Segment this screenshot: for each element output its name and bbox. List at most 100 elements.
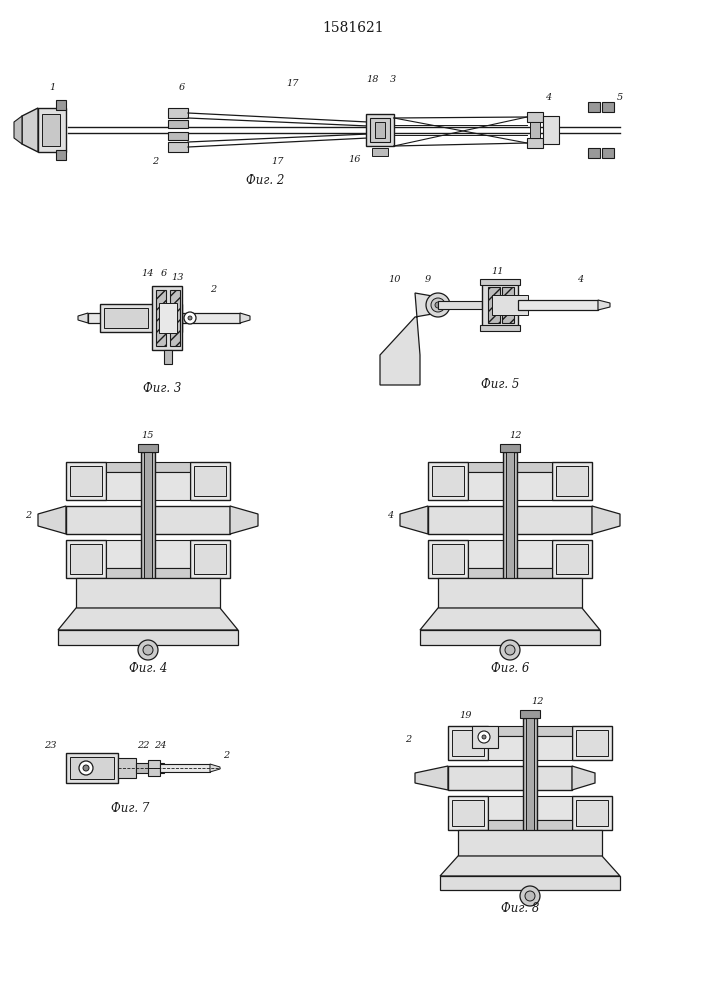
Bar bbox=[194, 544, 226, 574]
Bar bbox=[602, 148, 614, 158]
Bar bbox=[527, 138, 543, 148]
Bar bbox=[448, 726, 488, 760]
Text: 12: 12 bbox=[510, 432, 522, 440]
Polygon shape bbox=[400, 506, 428, 534]
Text: 22: 22 bbox=[136, 742, 149, 750]
Bar bbox=[70, 757, 114, 779]
Bar bbox=[152, 286, 182, 350]
Bar bbox=[370, 118, 390, 142]
Bar bbox=[432, 466, 464, 496]
Circle shape bbox=[525, 891, 535, 901]
Text: 15: 15 bbox=[141, 432, 154, 440]
Bar bbox=[164, 350, 172, 364]
Bar bbox=[452, 800, 484, 826]
Polygon shape bbox=[210, 764, 220, 772]
Circle shape bbox=[143, 645, 153, 655]
Bar bbox=[588, 148, 600, 158]
Text: 2: 2 bbox=[210, 286, 216, 294]
Text: 4: 4 bbox=[387, 510, 393, 520]
Text: 16: 16 bbox=[349, 155, 361, 164]
Bar bbox=[138, 444, 158, 452]
Text: 17: 17 bbox=[271, 157, 284, 166]
Bar bbox=[448, 766, 572, 790]
Circle shape bbox=[478, 731, 490, 743]
Bar bbox=[366, 114, 394, 146]
Bar bbox=[572, 796, 612, 830]
Bar bbox=[488, 736, 572, 760]
Bar bbox=[70, 466, 102, 496]
Text: 14: 14 bbox=[141, 269, 154, 278]
Bar bbox=[448, 796, 488, 830]
Bar bbox=[106, 540, 190, 568]
Bar bbox=[488, 287, 500, 323]
Bar bbox=[500, 444, 520, 452]
Polygon shape bbox=[598, 300, 610, 310]
Bar bbox=[482, 283, 518, 327]
Bar bbox=[472, 726, 498, 748]
Bar bbox=[420, 630, 600, 645]
Bar bbox=[523, 718, 537, 838]
Text: Фиг. 6: Фиг. 6 bbox=[491, 662, 529, 674]
Bar bbox=[468, 540, 552, 568]
Text: Фиг. 2: Фиг. 2 bbox=[246, 174, 284, 186]
Circle shape bbox=[482, 735, 486, 739]
Bar bbox=[576, 730, 608, 756]
Bar bbox=[520, 710, 540, 718]
Bar bbox=[66, 540, 106, 578]
Text: 1581621: 1581621 bbox=[322, 21, 384, 35]
Bar bbox=[480, 325, 520, 331]
Bar bbox=[168, 120, 188, 128]
Bar bbox=[438, 578, 582, 608]
Bar bbox=[58, 630, 238, 645]
Bar bbox=[552, 540, 592, 578]
Bar bbox=[76, 578, 220, 608]
Bar bbox=[104, 308, 148, 328]
Bar bbox=[503, 452, 517, 588]
Bar bbox=[556, 544, 588, 574]
Text: Фиг. 8: Фиг. 8 bbox=[501, 902, 539, 914]
Bar bbox=[438, 301, 482, 309]
Polygon shape bbox=[42, 114, 60, 146]
Bar bbox=[492, 295, 528, 315]
Bar bbox=[488, 726, 572, 736]
Bar bbox=[182, 313, 240, 323]
Text: 17: 17 bbox=[287, 80, 299, 89]
Text: 5: 5 bbox=[617, 93, 623, 102]
Bar bbox=[452, 730, 484, 756]
Bar bbox=[144, 448, 152, 592]
Bar bbox=[106, 472, 190, 500]
Bar bbox=[88, 313, 154, 323]
Circle shape bbox=[79, 761, 93, 775]
Text: 11: 11 bbox=[492, 266, 504, 275]
Bar bbox=[170, 290, 180, 346]
Polygon shape bbox=[415, 766, 448, 790]
Text: 13: 13 bbox=[172, 273, 185, 282]
Text: 6: 6 bbox=[161, 269, 167, 278]
Polygon shape bbox=[380, 293, 438, 385]
Bar bbox=[141, 452, 155, 588]
Text: 24: 24 bbox=[153, 742, 166, 750]
Bar bbox=[602, 102, 614, 112]
Circle shape bbox=[435, 302, 441, 308]
Text: Фиг. 4: Фиг. 4 bbox=[129, 662, 167, 674]
Bar bbox=[375, 122, 385, 138]
Bar bbox=[168, 108, 188, 118]
Bar bbox=[66, 506, 230, 534]
Bar bbox=[468, 462, 552, 472]
Polygon shape bbox=[38, 506, 66, 534]
Circle shape bbox=[184, 312, 196, 324]
Circle shape bbox=[505, 645, 515, 655]
Text: 18: 18 bbox=[367, 76, 379, 85]
Bar bbox=[168, 142, 188, 152]
Polygon shape bbox=[592, 506, 620, 534]
Text: 2: 2 bbox=[25, 510, 31, 520]
Polygon shape bbox=[78, 313, 88, 323]
Bar bbox=[428, 462, 468, 500]
Text: 4: 4 bbox=[545, 93, 551, 102]
Bar bbox=[190, 540, 230, 578]
Bar bbox=[428, 540, 468, 578]
Bar bbox=[526, 714, 534, 842]
Bar bbox=[432, 544, 464, 574]
Circle shape bbox=[426, 293, 450, 317]
Polygon shape bbox=[14, 116, 22, 144]
